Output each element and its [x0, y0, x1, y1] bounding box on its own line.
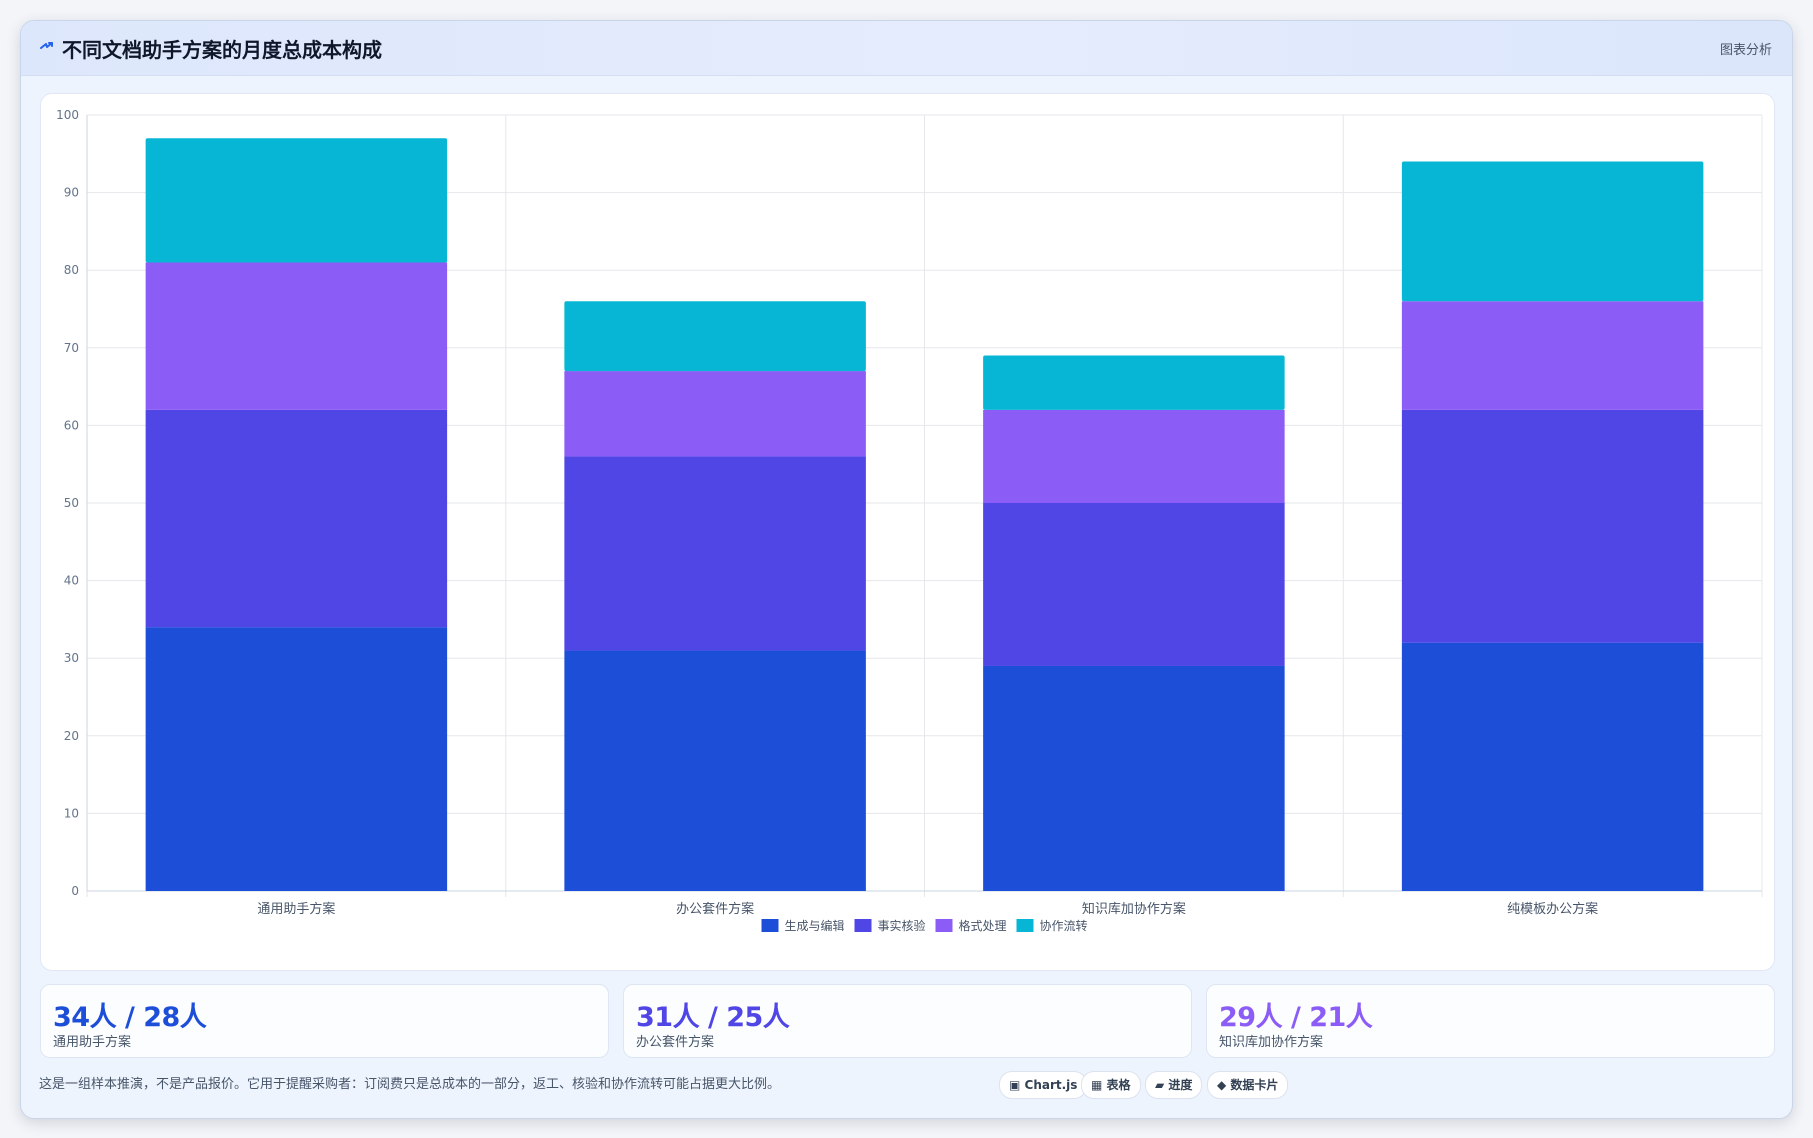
- bar-segment: [564, 301, 866, 372]
- bar-segment: [564, 456, 866, 651]
- stat-card: 31人 / 25人 办公套件方案: [623, 984, 1192, 1058]
- stat-value: 29人 / 21人: [1219, 1002, 1373, 1033]
- chart-title: 不同文档助手方案的月度总成本构成: [62, 38, 382, 62]
- bar-segment: [145, 138, 448, 263]
- bar-segment: [145, 409, 448, 628]
- y-tick-label: 90: [64, 186, 79, 200]
- bar-segment: [1401, 161, 1704, 302]
- chart-panel: 0 10 20 30 40 50 60 70 80 90 100 通用助手方案 办公套件方案 知识库加协作…: [40, 93, 1775, 971]
- y-tick-label: 80: [64, 263, 79, 277]
- chip-data-card[interactable]: ◆ 数据卡片: [1207, 1071, 1289, 1099]
- y-tick-label: 0: [71, 884, 79, 898]
- legend-swatch: [935, 919, 953, 932]
- chart-card: 不同文档助手方案的月度总成本构成 图表分析 0 10 20 30 40 50 60 70 80 9…: [20, 20, 1793, 1119]
- stat-label: 办公套件方案: [636, 1035, 715, 1050]
- stat-value: 34人 / 28人: [53, 1002, 207, 1033]
- bar-segment: [564, 650, 866, 891]
- y-tick-label: 100: [56, 108, 79, 122]
- legend-label: 生成与编辑: [785, 918, 845, 933]
- y-tick-label: 40: [64, 574, 79, 588]
- y-tick-label: 60: [64, 418, 79, 432]
- legend-label: 协作流转: [1040, 918, 1088, 933]
- y-tick-label: 30: [64, 651, 79, 665]
- chip-chartjs[interactable]: ▣ Chart.js: [999, 1071, 1088, 1099]
- y-tick-label: 10: [64, 806, 79, 820]
- bar-segment: [1401, 301, 1704, 410]
- legend-swatch: [1016, 919, 1034, 932]
- legend-swatch: [854, 919, 872, 932]
- stat-card: 29人 / 21人 知识库加协作方案: [1206, 984, 1775, 1058]
- bar-segment: [1401, 409, 1704, 643]
- chart-analysis-tag: 图表分析: [1719, 43, 1772, 58]
- stat-label: 知识库加协作方案: [1219, 1035, 1324, 1050]
- legend-swatch: [761, 919, 779, 932]
- chip-table[interactable]: ▦ 表格: [1081, 1071, 1141, 1099]
- legend-label: 事实核验: [878, 918, 926, 933]
- x-tick-label: 通用助手方案: [257, 901, 335, 917]
- chip-progress[interactable]: ▰ 进度: [1145, 1071, 1203, 1099]
- y-tick-label: 50: [64, 496, 79, 510]
- bar-segment: [983, 665, 1285, 891]
- x-tick-label: 知识库加协作方案: [1082, 901, 1186, 917]
- bar-segment: [145, 262, 448, 410]
- x-tick-label: 办公套件方案: [676, 901, 754, 917]
- stacked-bar-chart: 0 10 20 30 40 50 60 70 80 90 100 通用助手方案 办公套件方案 知识库加协作…: [56, 108, 1763, 933]
- footnote: 这是一组样本推演，不是产品报价。它用于提醒采购者：订阅费只是总成本的一部分，返工…: [39, 1077, 781, 1092]
- y-tick-label: 20: [64, 729, 79, 743]
- bar-segment: [1401, 642, 1704, 891]
- bar-segment: [983, 503, 1285, 666]
- bar-segment: [145, 627, 448, 891]
- bolt-icon: [40, 42, 53, 49]
- legend-label: 格式处理: [959, 918, 1007, 933]
- bar-segment: [983, 409, 1285, 503]
- stat-card: 34人 / 28人 通用助手方案: [40, 984, 609, 1058]
- stat-label: 通用助手方案: [53, 1035, 132, 1050]
- bar-segment: [564, 371, 866, 457]
- stat-value: 31人 / 25人: [636, 1002, 790, 1033]
- x-tick-label: 纯模板办公方案: [1507, 901, 1598, 917]
- stat-cards: 34人 / 28人 通用助手方案 31人 / 25人 办公套件方案 29人 / …: [40, 984, 1775, 1058]
- bar-segment: [983, 355, 1285, 410]
- y-tick-label: 70: [64, 341, 79, 355]
- card-header: 不同文档助手方案的月度总成本构成 图表分析: [21, 21, 1792, 76]
